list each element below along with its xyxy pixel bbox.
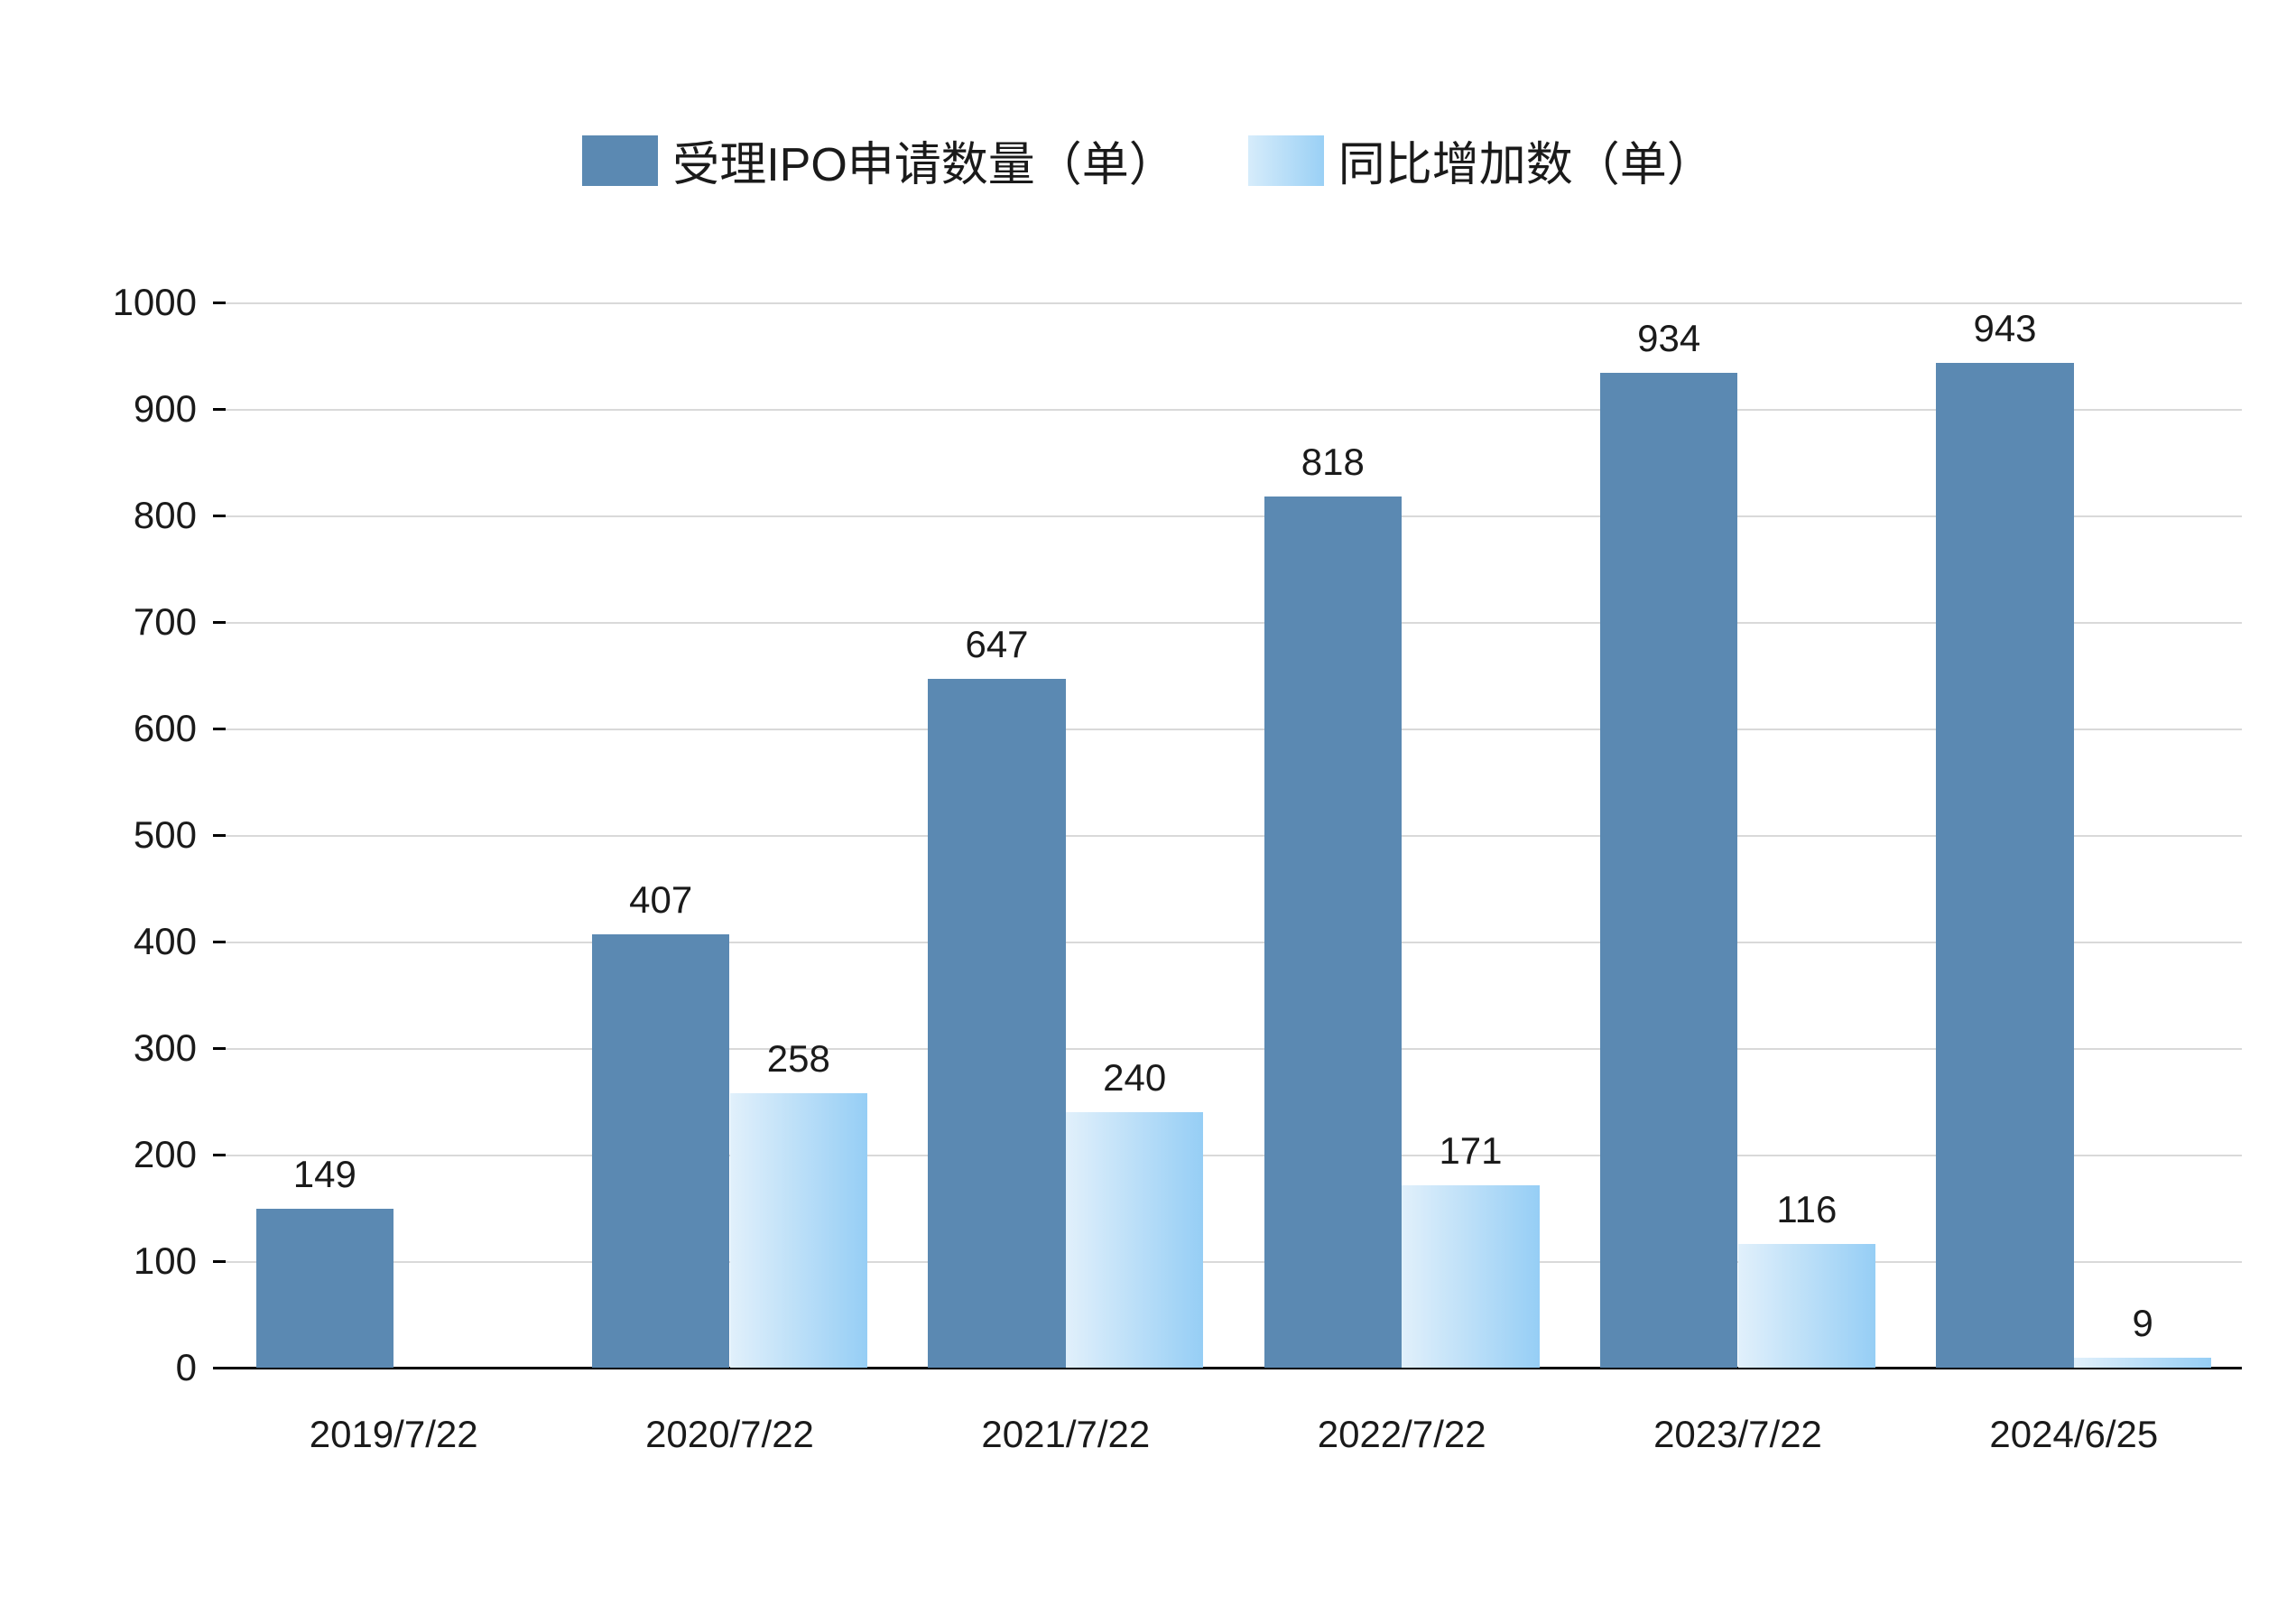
y-tick-label: 0 [176, 1346, 197, 1389]
x-tick-label: 2019/7/22 [310, 1413, 478, 1456]
x-tick-label: 2022/7/22 [1318, 1413, 1486, 1456]
legend-swatch [582, 135, 658, 186]
bar [928, 679, 1066, 1368]
y-tick-label: 800 [134, 494, 197, 537]
y-tick-mark [213, 408, 226, 411]
bar-value-label: 116 [1776, 1188, 1837, 1231]
bar [730, 1093, 868, 1368]
bar-value-label: 171 [1439, 1129, 1502, 1173]
y-tick-label: 700 [134, 600, 197, 644]
y-tick-mark [213, 302, 226, 304]
y-tick-label: 200 [134, 1133, 197, 1176]
bar-value-label: 149 [293, 1153, 356, 1196]
y-tick-label: 100 [134, 1239, 197, 1283]
bar-value-label: 647 [965, 623, 1028, 666]
legend: 受理IPO申请数量（单） 同比增加数（单） [0, 0, 2296, 302]
y-tick-mark [213, 621, 226, 624]
x-tick-label: 2023/7/22 [1653, 1413, 1822, 1456]
bar-value-label: 258 [767, 1037, 830, 1081]
y-tick-mark [213, 941, 226, 943]
x-tick-label: 2020/7/22 [645, 1413, 814, 1456]
y-tick-label: 1000 [113, 281, 197, 324]
x-tick-label: 2024/6/25 [1989, 1413, 2158, 1456]
y-tick-mark [213, 1047, 226, 1050]
legend-item: 受理IPO申请数量（单） [582, 126, 1176, 194]
y-tick-mark [213, 1154, 226, 1156]
y-tick-label: 500 [134, 813, 197, 857]
bar [1738, 1244, 1876, 1368]
y-tick-label: 900 [134, 387, 197, 431]
bar [256, 1209, 394, 1368]
gridline [226, 302, 2242, 304]
bar [1600, 373, 1738, 1368]
y-tick-label: 300 [134, 1026, 197, 1070]
x-tick-label: 2021/7/22 [981, 1413, 1150, 1456]
bar-value-label: 9 [2132, 1302, 2152, 1345]
bar [1066, 1112, 1204, 1368]
bar-value-label: 934 [1637, 317, 1700, 360]
legend-label: 受理IPO申请数量（单） [672, 126, 1176, 194]
y-tick-mark [213, 834, 226, 837]
y-tick-label: 600 [134, 707, 197, 750]
ipo-bar-chart: 受理IPO申请数量（单）同比增加数（单）01002003004005006007… [0, 0, 2296, 1615]
plot-area: 010020030040050060070080090010002019/7/2… [226, 302, 2242, 1368]
bar [592, 934, 730, 1368]
y-tick-mark [213, 515, 226, 517]
legend-label: 同比增加数（单） [1338, 126, 1714, 194]
bar-value-label: 943 [1973, 307, 2036, 350]
bar-value-label: 240 [1103, 1056, 1166, 1100]
bar [2074, 1358, 2212, 1368]
legend-item: 同比增加数（单） [1248, 126, 1714, 194]
bar [1264, 497, 1403, 1368]
y-tick-mark [213, 1260, 226, 1263]
bar [1936, 363, 2074, 1368]
y-tick-label: 400 [134, 920, 197, 963]
bar-value-label: 407 [629, 878, 692, 922]
y-tick-mark [213, 728, 226, 730]
legend-swatch [1248, 135, 1324, 186]
bar [1402, 1185, 1540, 1368]
bar-value-label: 818 [1301, 441, 1365, 484]
